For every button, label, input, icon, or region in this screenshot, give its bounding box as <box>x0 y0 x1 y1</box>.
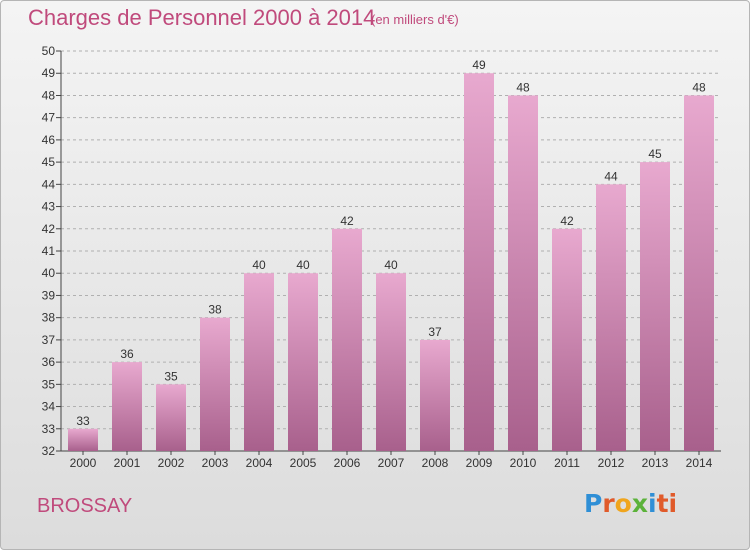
data-label: 40 <box>384 258 398 272</box>
logo-letter: ti <box>656 489 678 518</box>
bar <box>244 273 274 451</box>
bar <box>552 228 582 451</box>
data-label: 33 <box>76 414 90 428</box>
x-tick-label: 2004 <box>246 456 273 470</box>
logo-letter: r <box>602 489 615 518</box>
x-tick-label: 2012 <box>598 456 625 470</box>
y-tick-label: 46 <box>42 133 56 147</box>
y-tick-label: 48 <box>42 88 56 102</box>
y-tick-label: 42 <box>42 222 56 236</box>
data-label: 35 <box>164 369 178 383</box>
bar <box>68 428 98 451</box>
x-tick-label: 2001 <box>114 456 141 470</box>
chart-title: Charges de Personnel 2000 à 2014 <box>28 5 376 30</box>
x-tick-label: 2014 <box>686 456 713 470</box>
x-tick-label: 2007 <box>378 456 405 470</box>
data-label: 40 <box>296 258 310 272</box>
commune-name: BROSSAY <box>37 495 133 517</box>
x-tick-label: 2009 <box>466 456 493 470</box>
bar <box>376 273 406 451</box>
y-tick-label: 47 <box>42 111 56 125</box>
axes: 32 33 34 35 36 37 38 39 40 41 42 43 44 45 46 47 48 49 50 20… <box>42 44 721 470</box>
bar <box>596 184 626 452</box>
x-tick-label: 2006 <box>334 456 361 470</box>
bar <box>420 339 450 451</box>
bar <box>200 317 230 451</box>
y-tick-label: 44 <box>42 177 56 191</box>
data-labels: 33 36 35 38 40 40 42 40 37 49 48 42 44 45 48 <box>76 58 706 428</box>
logo-letter: o <box>614 489 632 518</box>
logo-letter: x <box>631 489 648 518</box>
y-tick-label: 40 <box>42 266 56 280</box>
data-label: 36 <box>120 347 134 361</box>
x-tick-label: 2008 <box>422 456 449 470</box>
bar <box>112 362 142 451</box>
bar <box>464 73 494 451</box>
x-tick-label: 2013 <box>642 456 669 470</box>
y-tick-label: 32 <box>42 444 56 458</box>
y-tick-label: 33 <box>42 422 56 436</box>
bar <box>332 228 362 451</box>
y-tick-label: 49 <box>42 66 56 80</box>
y-tick-label: 37 <box>42 333 56 347</box>
data-label: 48 <box>692 80 706 94</box>
bars <box>68 73 714 452</box>
data-label: 42 <box>340 214 354 228</box>
bar <box>640 162 670 451</box>
data-label: 42 <box>560 214 574 228</box>
y-tick-label: 34 <box>42 400 56 414</box>
y-tick-label: 36 <box>42 355 56 369</box>
chart-subtitle: (en milliers d'€) <box>371 12 459 27</box>
bar <box>508 95 538 451</box>
data-label: 37 <box>428 325 442 339</box>
y-tick-label: 41 <box>42 244 56 258</box>
x-tick-label: 2010 <box>510 456 537 470</box>
x-tick-label: 2011 <box>554 456 580 470</box>
data-label: 49 <box>472 58 486 72</box>
x-tick-label: 2003 <box>202 456 229 470</box>
data-label: 48 <box>516 80 530 94</box>
data-label: 44 <box>604 169 618 183</box>
y-tick-label: 39 <box>42 288 56 302</box>
x-tick-label: 2000 <box>70 456 97 470</box>
y-tick-label: 45 <box>42 155 56 169</box>
y-tick-label: 50 <box>42 44 56 58</box>
y-tick-label: 43 <box>42 200 56 214</box>
logo-letter: P <box>584 489 603 518</box>
x-tick-label: 2005 <box>290 456 317 470</box>
data-label: 40 <box>252 258 266 272</box>
data-label: 38 <box>208 303 222 317</box>
y-tick-label: 35 <box>42 377 56 391</box>
y-tick-label: 38 <box>42 311 56 325</box>
x-tick-label: 2002 <box>158 456 185 470</box>
proxiti-logo: Proxiti <box>584 489 677 518</box>
bar <box>684 95 714 451</box>
logo-letter: i <box>648 489 657 518</box>
bar <box>288 273 318 451</box>
bar <box>156 384 186 451</box>
data-label: 45 <box>648 147 662 161</box>
